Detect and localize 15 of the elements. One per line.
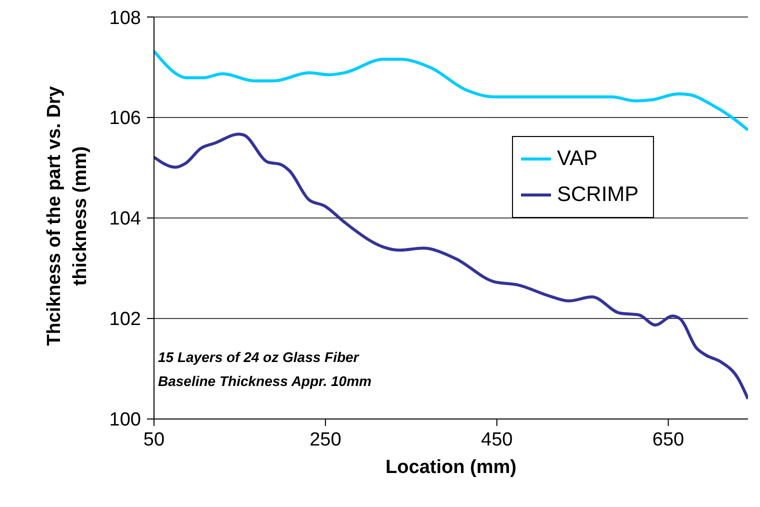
legend-label: VAP — [557, 147, 598, 171]
y-tick-label: 102 — [109, 309, 141, 330]
y-tick-label: 104 — [109, 208, 142, 230]
annotation: 15 Layers of 24 oz Glass Fiber — [158, 348, 360, 367]
x-tick-label: 650 — [652, 429, 684, 450]
legend-label: SCRIMP — [557, 183, 639, 207]
x-axis-title: Location (mm) — [384, 457, 518, 479]
y-tick-label: 106 — [109, 108, 141, 130]
y-tick-label: 108 — [109, 8, 141, 29]
annotation: Baseline Thickness Appr. 10mm — [158, 372, 372, 391]
x-tick-label: 450 — [481, 429, 513, 450]
x-tick-label: 250 — [310, 429, 342, 450]
x-tick-label: 50 — [143, 429, 165, 450]
y-tick-label: 100 — [109, 410, 141, 431]
y-axis-title: Thcikness of the part vs. Dry thickness (mm) — [43, 85, 92, 348]
